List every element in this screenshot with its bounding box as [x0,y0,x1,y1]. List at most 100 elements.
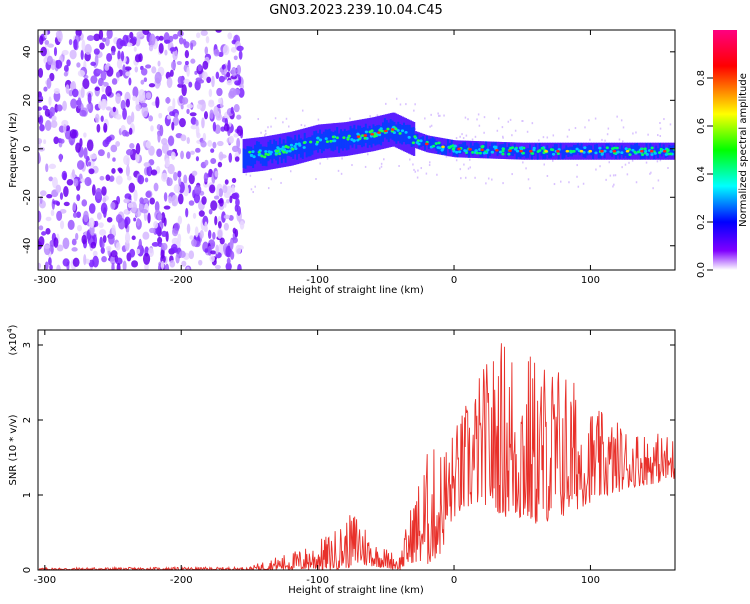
y-tick-label: 1 [22,492,33,498]
noise-blob [83,147,88,160]
noise-blob [106,52,113,62]
noise-blob [182,97,189,105]
halo-dot [428,164,431,167]
noise-blob [203,111,209,120]
ridge-highlight [396,129,400,132]
ridge-core [424,140,427,151]
noise-blob [145,191,152,198]
ridge-highlight [478,151,482,155]
ridge-highlight [249,154,254,157]
halo-dot [659,127,662,130]
noise-blob [53,46,58,57]
noise-blob [230,75,238,80]
noise-blob [186,137,190,144]
ridge-highlight [297,142,301,146]
noise-blob [230,250,235,260]
noise-blob [72,257,80,268]
halo-dot [351,164,353,167]
noise-blob [60,220,65,230]
halo-dot [383,158,385,161]
halo-dot [576,164,578,167]
noise-blob [66,59,71,67]
noise-blob [233,104,240,113]
halo-dot [349,117,351,120]
noise-blob [184,60,189,66]
noise-blob [169,260,176,268]
noise-blob [173,184,181,194]
noise-blob [56,104,63,112]
snr-xlabel: Height of straight line (km) [288,585,424,596]
noise-blob [136,248,141,255]
noise-blob [170,243,178,253]
noise-blob [204,159,209,166]
noise-blob [39,124,45,132]
halo-dot [380,162,383,165]
ridge-core [525,148,528,159]
ridge-highlight [258,153,262,156]
noise-blob [59,192,64,200]
noise-blob [235,198,240,207]
halo-dot [425,172,428,175]
noise-blob [222,44,230,56]
ridge-highlight [392,131,396,134]
noise-blob [166,77,173,89]
halo-dot [337,169,340,172]
noise-blob [106,216,113,223]
noise-blob [186,108,190,115]
noise-blob [198,259,203,266]
noise-blob [128,77,132,86]
ridge-core [527,148,530,158]
noise-blob [75,142,81,153]
noise-blob [127,175,132,181]
ridge-highlight [628,153,632,157]
halo-dot [612,174,615,177]
ridge-peak [565,149,570,153]
noise-blob [44,120,52,131]
noise-blob [157,236,163,244]
halo-dot [409,158,411,161]
ridge-core [504,142,507,153]
noise-blob [172,98,176,110]
ridge-core [593,144,596,155]
noise-blob [176,61,182,66]
noise-blob [99,175,105,181]
ridge-highlight [453,144,457,148]
ridge-highlight [650,146,654,150]
ridge-highlight [264,152,268,156]
ridge-core [592,149,595,160]
halo-dot [635,181,638,184]
noise-blob [137,174,145,185]
noise-blob [148,145,155,156]
halo-dot [249,174,252,177]
noise-blob [45,216,52,222]
noise-blob [91,184,96,196]
halo-dot [462,137,465,140]
noise-blob [125,149,134,156]
noise-blob [165,263,170,270]
halo-dot [471,138,474,141]
noise-blob [148,83,156,88]
noise-blob [56,244,64,252]
ridge-core [471,145,474,156]
ridge-highlight [318,138,323,142]
halo-dot [501,126,504,129]
ridge-core [523,146,526,157]
noise-blob [75,232,79,241]
halo-dot [645,161,648,164]
halo-dot [659,135,662,138]
halo-dot [577,185,580,188]
noise-blob [38,152,41,164]
noise-blob [219,237,225,245]
halo-dot [267,126,269,129]
halo-dot [531,122,534,125]
noise-blob [178,37,184,45]
noise-blob [111,78,118,85]
noise-blob [111,224,116,237]
noise-blob [118,168,123,174]
halo-dot [315,177,317,180]
ridge-highlight [363,136,367,140]
noise-blob [96,69,103,74]
ridge-peak [370,132,374,136]
ridge-peak [519,149,523,153]
